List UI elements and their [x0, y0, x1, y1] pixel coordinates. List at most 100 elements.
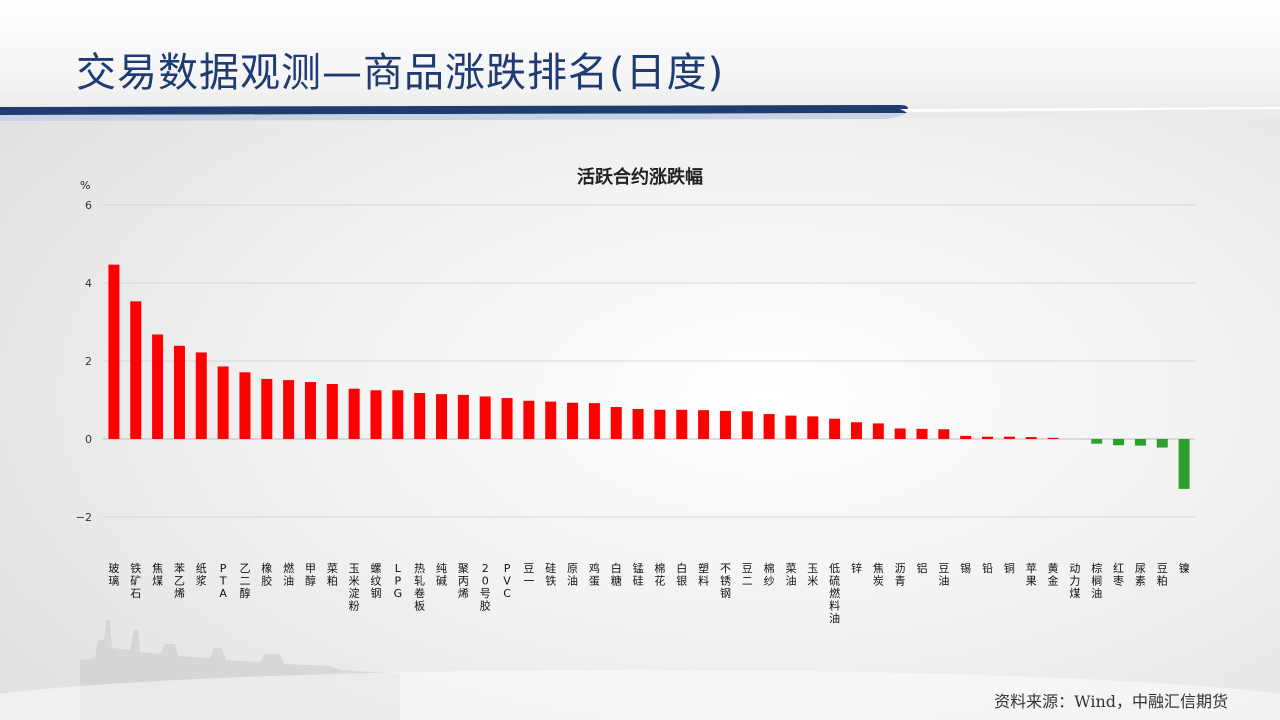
bar-铁矿石	[130, 301, 142, 439]
bar-棉纱	[763, 414, 775, 439]
chart-title: 活跃合约涨跌幅	[577, 167, 703, 188]
bar-菜粕	[326, 384, 338, 439]
category-label: 锌	[851, 561, 862, 575]
bar-豆二	[741, 411, 753, 439]
category-label: 玉米	[807, 562, 818, 588]
category-label: 锰硅	[633, 561, 644, 588]
bar-铝	[916, 428, 928, 439]
bar-原油	[567, 402, 579, 439]
bar-锰硅	[632, 408, 644, 439]
header-swoosh	[0, 105, 1280, 121]
category-label: 硅铁	[545, 562, 556, 588]
bar-豆粕	[1156, 439, 1168, 448]
bar-甲醇	[304, 382, 316, 439]
category-label: 玻璃	[108, 562, 119, 588]
bar-黄金	[1047, 437, 1059, 439]
category-label: 玉米淀粉	[349, 562, 360, 613]
category-label: 白银	[676, 561, 687, 588]
category-label: 铝	[917, 561, 928, 575]
bar-螺纹钢	[370, 390, 382, 439]
bar-苹果	[1025, 437, 1037, 439]
bar-玻璃	[108, 264, 120, 439]
category-label: 棉纱	[764, 561, 775, 588]
category-label: 棉花	[654, 561, 665, 588]
category-label: 菜油	[785, 562, 796, 588]
category-label: 聚丙烯	[458, 562, 469, 600]
category-label: 铁矿石	[130, 562, 141, 600]
bar-PTA	[217, 366, 229, 439]
bar-鸡蛋	[588, 403, 600, 439]
category-label: 白糖	[611, 561, 622, 588]
y-tick-label: 2	[85, 355, 92, 368]
bar-白糖	[610, 407, 622, 439]
category-label: 低硫燃料油	[829, 562, 840, 625]
category-label: 动力煤	[1069, 562, 1080, 600]
category-label: 2 0 号胶	[480, 562, 491, 613]
category-label: 燃油	[283, 561, 294, 588]
bar-塑料	[698, 410, 710, 439]
bar-玉米	[807, 416, 819, 439]
bar-菜油	[785, 415, 797, 439]
bar-尿素	[1134, 439, 1146, 446]
header-band	[0, 0, 1280, 118]
category-label: 鸡蛋	[589, 561, 600, 588]
bar-焦煤	[152, 334, 164, 439]
category-label: 铜	[1004, 561, 1015, 575]
bar-豆油	[938, 429, 950, 439]
bar-纯碱	[436, 394, 448, 439]
y-axis-unit-label: %	[80, 179, 91, 192]
bar-棕榈油	[1091, 439, 1103, 444]
bar-锡	[960, 435, 972, 439]
y-tick-label: 0	[85, 433, 92, 446]
source-note: 资料来源：Wind，中融汇信期货	[994, 692, 1228, 711]
bar-乙二醇	[239, 372, 251, 439]
category-label: 红枣	[1113, 562, 1124, 588]
y-tick-label: 6	[85, 199, 92, 212]
category-label: 焦炭	[873, 562, 884, 588]
bar-沥青	[894, 428, 906, 439]
bar-LPG	[392, 390, 404, 439]
bar-PVC	[501, 398, 513, 439]
bar-镍	[1178, 439, 1190, 489]
category-label: 热轧卷板	[414, 562, 425, 613]
bar-玉米淀粉	[348, 388, 360, 439]
y-tick-label: 4	[85, 277, 92, 290]
category-label: 豆粕	[1157, 562, 1168, 588]
city-skyline-decoration	[0, 620, 1280, 720]
category-label: 镍	[1179, 561, 1190, 575]
category-label: 锡	[960, 561, 971, 575]
category-label: 不锈钢	[720, 562, 731, 600]
bar-纸浆	[195, 352, 207, 439]
category-label: 豆二	[742, 562, 753, 588]
bar-铅	[982, 436, 994, 439]
category-label: 尿素	[1135, 562, 1146, 588]
category-label: 橡胶	[261, 562, 272, 588]
category-label: 原油	[567, 562, 578, 588]
bar-棉花	[654, 409, 666, 439]
category-label: 苹果	[1026, 561, 1037, 588]
page-title: 交易数据观测—商品涨跌排名(日度)	[76, 50, 725, 96]
bar-热轧卷板	[414, 392, 426, 439]
bar-低硫燃料油	[829, 418, 841, 439]
category-label: 豆一	[523, 562, 534, 588]
category-label: 黄金	[1048, 561, 1059, 588]
bar-锌	[850, 422, 862, 439]
category-label: 苯乙烯	[174, 561, 185, 600]
bar-不锈钢	[719, 410, 731, 439]
bar-燃油	[283, 380, 295, 439]
bar-20号胶	[479, 396, 491, 439]
bar-硅铁	[545, 401, 557, 439]
category-label: 菜粕	[327, 562, 338, 588]
bar-白银	[676, 409, 688, 439]
category-label: 乙二醇	[239, 562, 250, 600]
category-label: 纯碱	[436, 562, 447, 588]
category-label: 豆油	[938, 562, 949, 588]
bar-红枣	[1113, 439, 1125, 446]
category-label: 棕榈油	[1091, 561, 1102, 600]
bar-苯乙烯	[173, 345, 185, 439]
bar-铜	[1003, 436, 1015, 439]
category-label: 沥青	[895, 562, 906, 588]
